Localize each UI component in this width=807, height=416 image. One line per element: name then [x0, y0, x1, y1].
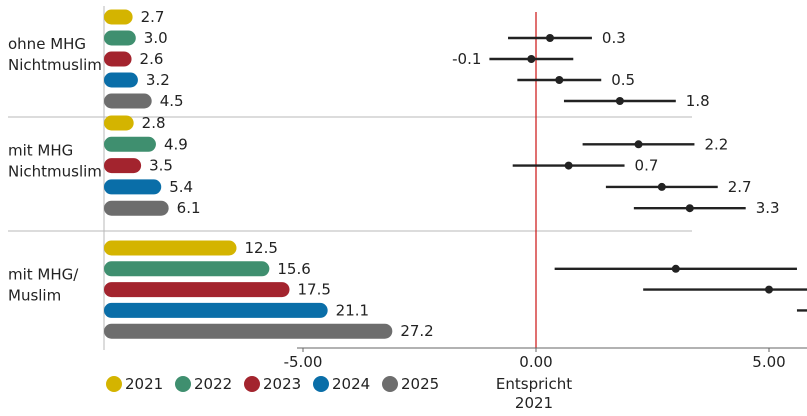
estimate-point — [635, 140, 643, 148]
bar-2025 — [104, 94, 152, 109]
bar-value-label: 27.2 — [400, 322, 433, 340]
estimate-point — [555, 76, 563, 84]
legend-swatch-2021 — [106, 376, 122, 392]
bar-2022 — [104, 31, 136, 46]
bar-value-label: 17.5 — [298, 281, 331, 299]
x-axis-label: Entspricht — [496, 375, 572, 393]
estimate-label: 3.3 — [756, 199, 780, 217]
estimate-point — [565, 162, 573, 170]
bar-value-label: 2.8 — [142, 114, 166, 132]
group-label: Nichtmuslim — [8, 163, 102, 181]
bar-2023 — [104, 158, 141, 173]
group-label: mit MHG — [8, 142, 73, 160]
legend-swatch-2024 — [313, 376, 329, 392]
legend-label: 2025 — [401, 375, 439, 393]
estimate-label: 2.2 — [704, 135, 728, 153]
bar-2021 — [104, 116, 134, 131]
legend-label: 2024 — [332, 375, 370, 393]
bar-2023 — [104, 52, 132, 67]
legend-label: 2022 — [194, 375, 232, 393]
estimate-label: 2.7 — [728, 178, 752, 196]
estimate-point — [686, 204, 694, 212]
bar-value-label: 12.5 — [245, 239, 278, 257]
estimate-point — [765, 286, 773, 294]
bar-value-label: 5.4 — [169, 178, 193, 196]
bar-value-label: 2.7 — [141, 8, 165, 26]
legend-label: 2021 — [125, 375, 163, 393]
estimate-point — [546, 34, 554, 42]
bar-value-label: 4.5 — [160, 92, 184, 110]
bar-value-label: 4.9 — [164, 135, 188, 153]
x-axis-label: 2021 — [515, 394, 553, 412]
bar-2022 — [104, 261, 269, 276]
group-label: Muslim — [8, 287, 61, 305]
bar-2021 — [104, 10, 133, 25]
group-label: Nichtmuslim — [8, 56, 102, 74]
estimate-point — [616, 97, 624, 105]
bar-2024 — [104, 179, 161, 194]
legend-swatch-2023 — [244, 376, 260, 392]
bar-2024 — [104, 303, 328, 318]
estimate-label: -0.1 — [452, 50, 481, 68]
estimate-label: 0.7 — [635, 157, 659, 175]
bar-value-label: 2.6 — [140, 50, 164, 68]
estimate-label: 0.5 — [611, 71, 635, 89]
bar-2022 — [104, 137, 156, 152]
estimate-point — [672, 265, 680, 273]
bar-2025 — [104, 324, 392, 339]
x-tick-label: -5.00 — [284, 353, 323, 371]
estimate-point — [527, 55, 535, 63]
bar-value-label: 6.1 — [177, 199, 201, 217]
estimate-label: 1.8 — [686, 92, 710, 110]
group-label: mit MHG/ — [8, 266, 79, 284]
bar-value-label: 3.5 — [149, 157, 173, 175]
legend-swatch-2025 — [382, 376, 398, 392]
legend-swatch-2022 — [175, 376, 191, 392]
group-label: ohne MHG — [8, 35, 86, 53]
estimate-point — [658, 183, 666, 191]
estimate-label: 0.3 — [602, 29, 626, 47]
x-tick-label: 0.00 — [519, 353, 552, 371]
bar-2021 — [104, 241, 237, 256]
bar-2023 — [104, 282, 290, 297]
bar-2024 — [104, 73, 138, 88]
bar-2025 — [104, 201, 169, 216]
legend-label: 2023 — [263, 375, 301, 393]
bar-value-label: 15.6 — [277, 260, 310, 278]
bar-value-label: 3.2 — [146, 71, 170, 89]
bar-value-label: 21.1 — [336, 301, 369, 319]
x-tick-label: 5.00 — [752, 353, 785, 371]
bar-value-label: 3.0 — [144, 29, 168, 47]
